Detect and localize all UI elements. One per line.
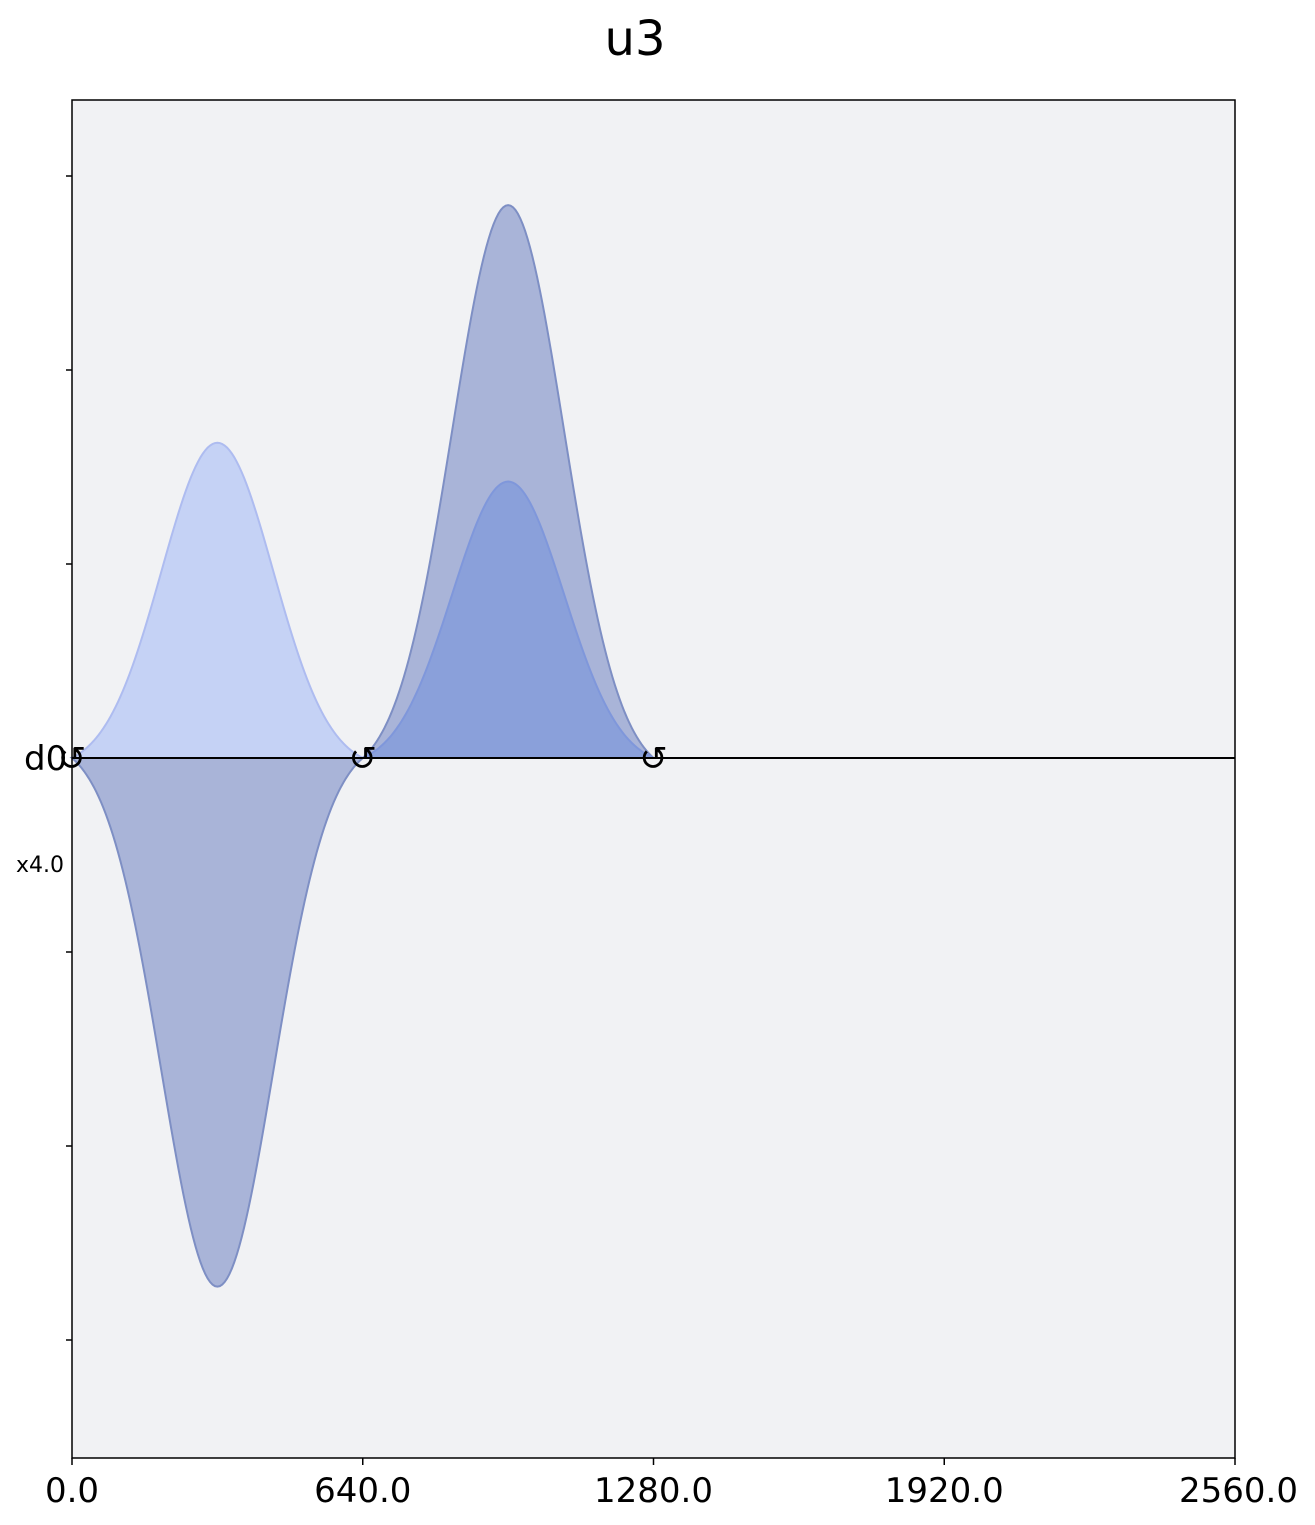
- channel-label: d0: [24, 739, 67, 779]
- x-tick-label: 0.0: [45, 1471, 99, 1511]
- x-tick-label: 1920.0: [885, 1471, 1004, 1511]
- frame-change-icon: ↺: [349, 739, 378, 779]
- pulse-envelopes: [69, 204, 657, 1288]
- pulse-0-imag-envelope: [69, 757, 366, 1288]
- x-tick-label: 1280.0: [594, 1471, 713, 1511]
- y-axis-ticks: [66, 175, 72, 1341]
- x-axis-ticks: 0.0 640.0 1280.0 1920.0 2560.0: [45, 1458, 1298, 1511]
- channel-scale-label: x4.0: [16, 853, 64, 878]
- pulse-0-real-envelope: [71, 441, 364, 759]
- x-tick-label: 2560.0: [1179, 1471, 1298, 1511]
- chart-title: u3: [605, 11, 666, 67]
- x-tick-label: 640.0: [314, 1471, 411, 1511]
- frame-change-icon: ↺: [639, 739, 668, 779]
- pulse-1-real-envelope: [362, 480, 654, 759]
